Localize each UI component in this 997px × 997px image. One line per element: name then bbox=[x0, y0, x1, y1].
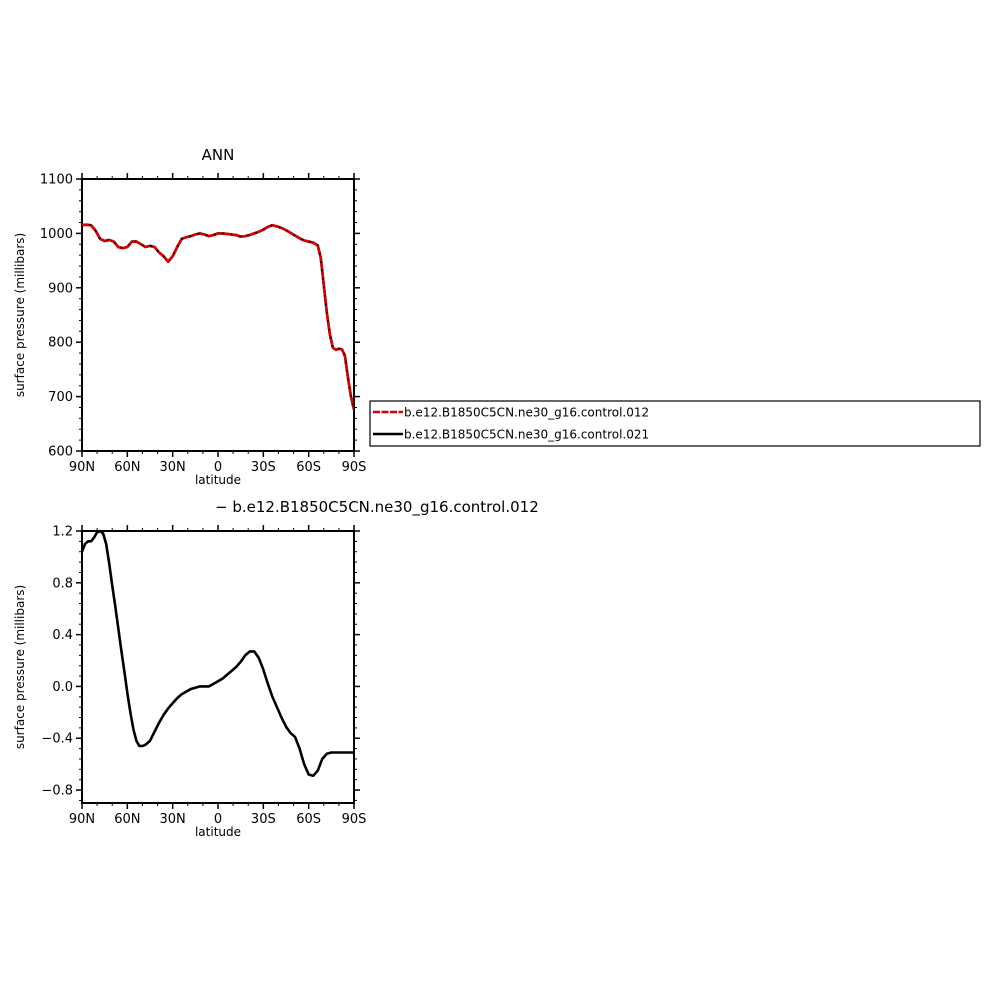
y-tick-label: 800 bbox=[48, 336, 73, 351]
y-tick-label: 0.4 bbox=[52, 628, 73, 643]
x-axis-title: latitude bbox=[195, 825, 241, 839]
chart-panel-1: 90N 60N 30N 0 30S 60S 90S 600 700 800 900 1000 1100 l… bbox=[13, 146, 981, 487]
x-tick-label: 90S bbox=[342, 812, 367, 827]
panel-title: − b.e12.B1850C5CN.ne30_g16.control.012 bbox=[215, 498, 539, 517]
x-tick-label: 90N bbox=[69, 812, 95, 827]
x-tick-label: 90N bbox=[69, 460, 95, 475]
plot-frame bbox=[81, 178, 355, 452]
legend-label: b.e12.B1850C5CN.ne30_g16.control.012 bbox=[404, 406, 649, 420]
x-tick-label: 0 bbox=[214, 812, 222, 827]
x-tick-label: 90S bbox=[342, 460, 367, 475]
y-axis-title: surface pressure (millibars) bbox=[13, 233, 27, 397]
panel-title: ANN bbox=[202, 146, 235, 164]
y-tick-label: 1000 bbox=[40, 227, 73, 242]
x-tick-label: 0 bbox=[214, 460, 222, 475]
y-tick-label: −0.8 bbox=[41, 784, 73, 799]
y-tick-label: 1100 bbox=[40, 173, 73, 188]
series-line-2 bbox=[82, 223, 354, 410]
legend-label: b.e12.B1850C5CN.ne30_g16.control.021 bbox=[404, 428, 649, 442]
x-tick-label: 60S bbox=[296, 460, 321, 475]
series-line-1 bbox=[82, 223, 354, 410]
chart-panel-2: 90N 60N 30N 0 30S 60S 90S −0.8 −0.4 0.0 0.4 0.8 1.2 l… bbox=[13, 498, 539, 839]
x-tick-label: 30N bbox=[160, 460, 186, 475]
y-tick-label: 900 bbox=[48, 281, 73, 296]
x-tick-label: 60S bbox=[296, 812, 321, 827]
y-tick-label: 700 bbox=[48, 390, 73, 405]
x-axis-title: latitude bbox=[195, 473, 241, 487]
x-tick-label: 30S bbox=[251, 460, 276, 475]
y-tick-label: 0.0 bbox=[52, 680, 73, 695]
x-tick-label: 30N bbox=[160, 812, 186, 827]
y-axis-title: surface pressure (millibars) bbox=[13, 585, 27, 749]
y-tick-label: 600 bbox=[48, 445, 73, 460]
legend: b.e12.B1850C5CN.ne30_g16.control.012 b.e1… bbox=[369, 400, 981, 447]
y-tick-label: 0.8 bbox=[52, 576, 73, 591]
x-tick-label: 30S bbox=[251, 812, 276, 827]
x-tick-label: 60N bbox=[114, 460, 140, 475]
y-tick-label: −0.4 bbox=[41, 732, 73, 747]
x-tick-label: 60N bbox=[114, 812, 140, 827]
legend-box bbox=[369, 400, 981, 447]
y-tick-label: 1.2 bbox=[52, 525, 73, 540]
series-line-1 bbox=[82, 529, 354, 778]
